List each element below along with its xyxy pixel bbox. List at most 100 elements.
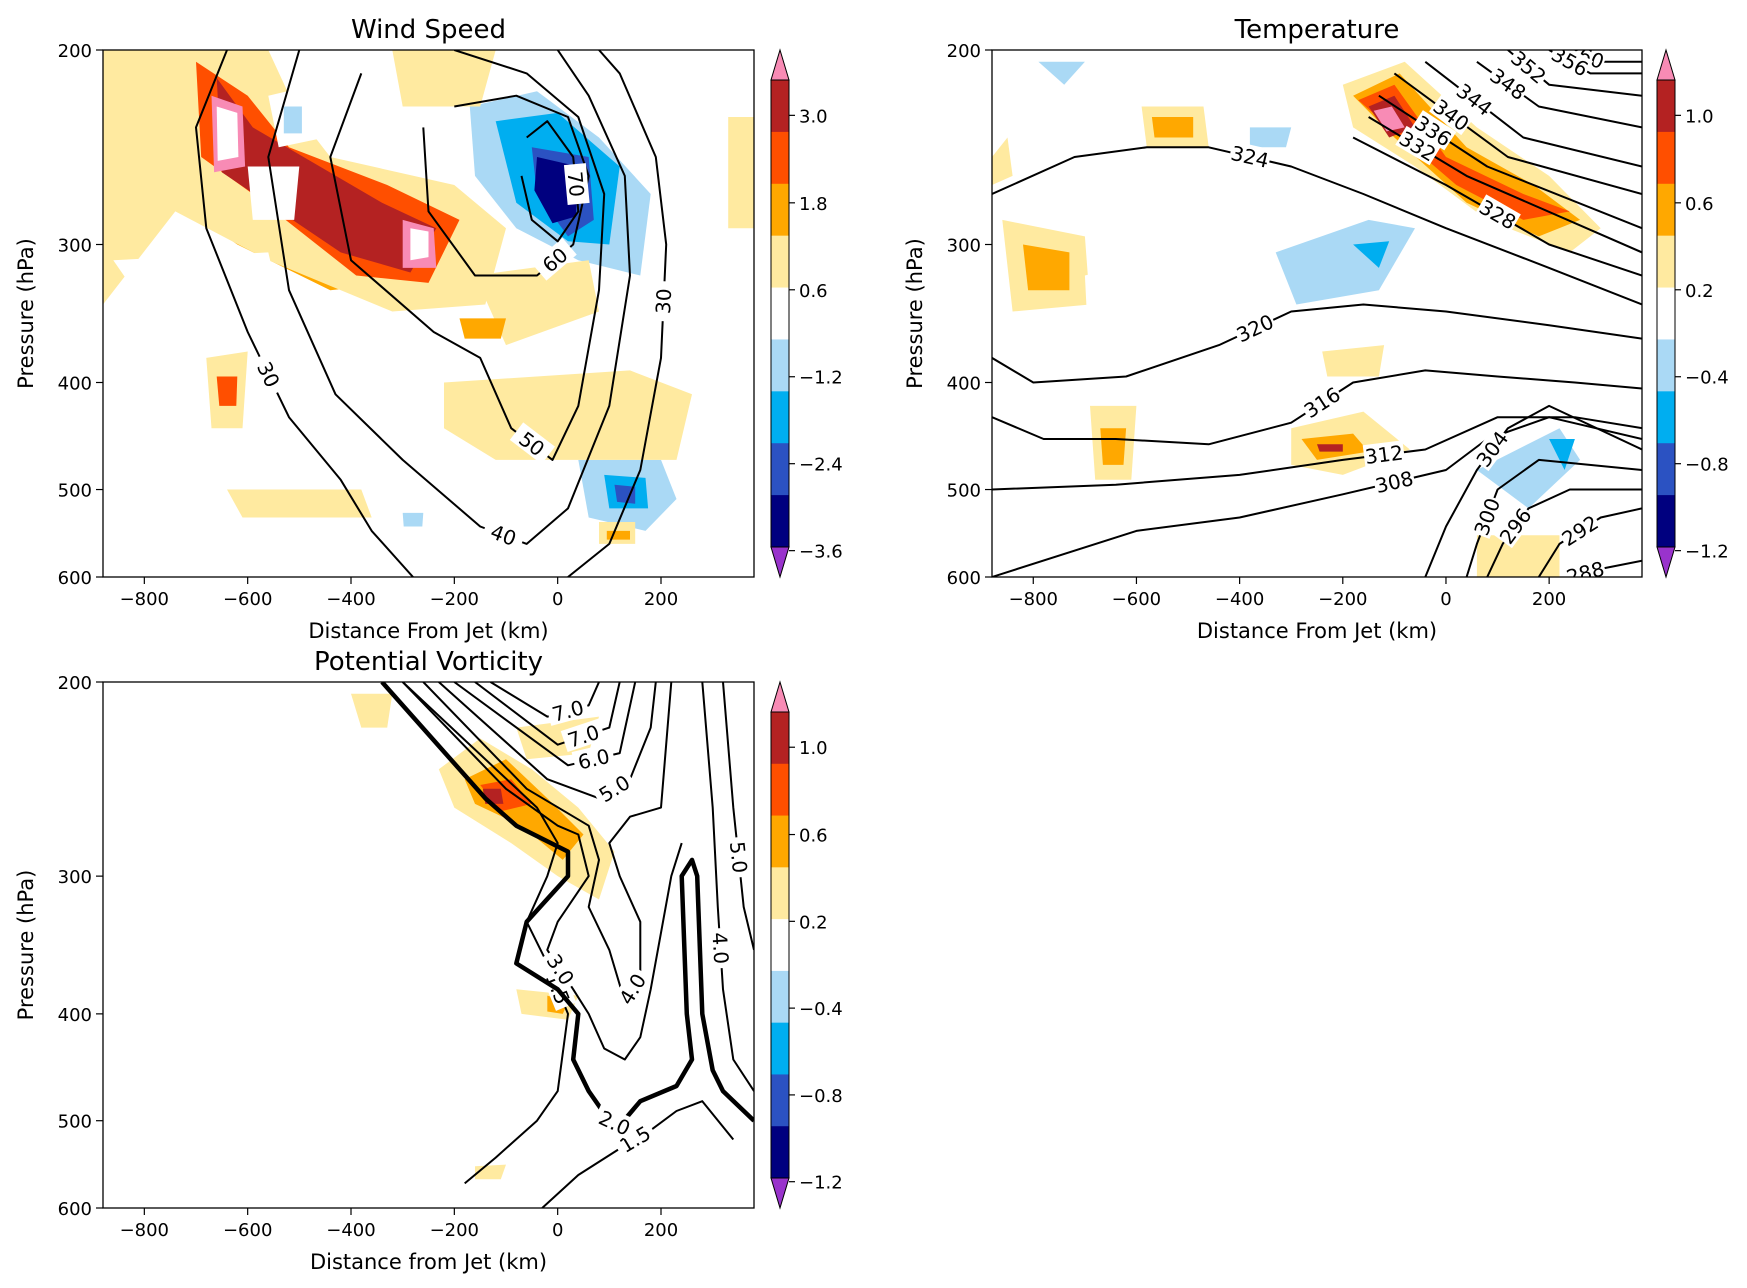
contour-label-bg <box>1395 125 1441 166</box>
colorbar-tick-label: −1.2 <box>799 1173 843 1194</box>
contour-label-bg <box>709 927 734 969</box>
contour-label-bg <box>726 836 753 879</box>
y-tick-label: 200 <box>58 41 92 62</box>
colorbar-extend-max <box>770 680 790 713</box>
axes-frame <box>102 681 755 1209</box>
colorbar-tick-label: 0.6 <box>799 826 828 847</box>
colorbar-tick-label: 3.0 <box>799 106 828 127</box>
colorbar-tick-label: −3.6 <box>799 542 843 563</box>
x-tick-label: −200 <box>1318 589 1367 610</box>
colorbar-segment <box>771 443 789 496</box>
contour-label-bg <box>1372 465 1417 497</box>
y-tick-label: 600 <box>947 568 981 589</box>
colorbar-segment <box>771 712 789 765</box>
colorbar-tick-label: −2.4 <box>799 455 843 476</box>
y-tick-label: 500 <box>58 1112 92 1133</box>
colorbar-segment <box>771 495 789 548</box>
contour-line <box>992 146 1642 306</box>
y-axis-label: Pressure (hPa) <box>14 238 38 389</box>
contour-line <box>520 120 580 243</box>
colorbar-segment <box>1657 235 1675 289</box>
contour-label: 312 <box>1364 440 1405 469</box>
fill-region <box>1549 439 1575 470</box>
colorbar-tick-label: 1.0 <box>799 738 828 759</box>
contour-label-bg <box>1506 50 1552 88</box>
contour-label-bg <box>1228 140 1273 172</box>
x-tick-label: 200 <box>644 1220 678 1241</box>
x-tick-label: 200 <box>1532 589 1566 610</box>
contour-label-bg <box>1475 194 1521 234</box>
y-tick-label: 400 <box>947 374 981 395</box>
y-tick-label: 300 <box>58 236 92 257</box>
contour-label-bg <box>592 1103 638 1141</box>
colorbar-segment <box>771 80 789 133</box>
fill-region <box>410 228 429 261</box>
contour-line <box>992 303 1642 384</box>
x-tick-label: 0 <box>552 1220 563 1241</box>
fill-region <box>728 117 754 229</box>
x-axis-label: Distance From Jet (km) <box>1197 619 1437 643</box>
colorbar-frame <box>1656 79 1676 548</box>
contour-label-bg <box>1485 62 1532 104</box>
colorbar-segment <box>771 970 789 1024</box>
colorbar-tick-label: −0.4 <box>1685 368 1729 389</box>
panel-title: Temperature <box>1234 15 1400 45</box>
y-tick-label: 600 <box>58 568 92 589</box>
colorbar-segment <box>1657 443 1675 496</box>
fill-region <box>606 530 630 540</box>
colorbar-segment <box>771 391 789 444</box>
contour-label-bg <box>560 718 606 752</box>
x-tick-label: −400 <box>1215 589 1264 610</box>
panel-title: Wind Speed <box>351 15 506 45</box>
fill-region <box>1038 61 1085 85</box>
plot-area <box>103 682 754 1208</box>
fill-region <box>149 332 186 377</box>
axes-frame <box>991 49 1643 578</box>
fill-region <box>227 489 372 518</box>
contour-label-bg <box>509 422 555 465</box>
fill-region <box>1023 244 1070 291</box>
colorbar-segment <box>771 287 789 340</box>
colorbar-tick-label: −1.2 <box>1685 542 1729 563</box>
contour-label-bg <box>1231 309 1278 346</box>
contour-label: 30 <box>651 288 676 315</box>
colorbar: 1.0 0.6 0.2 −0.4 −0.8 −1.2 <box>1656 48 1729 579</box>
contour-label-bg <box>1410 110 1457 151</box>
contour-label-bg <box>1562 556 1608 577</box>
fill-region <box>1100 428 1127 465</box>
colorbar-extend-max <box>1656 48 1676 81</box>
colorbar-tick-label: −0.4 <box>799 999 843 1020</box>
y-tick-label: 300 <box>58 867 92 888</box>
contour-label-bg <box>1298 381 1345 422</box>
fill-region <box>992 244 1003 305</box>
fill-region <box>103 682 351 717</box>
fill-region <box>992 137 1013 185</box>
fill-region <box>1084 260 1147 383</box>
x-tick-label: −800 <box>1009 589 1058 610</box>
contour-line <box>1378 94 1642 230</box>
fill-region <box>1038 157 1075 212</box>
contour-line <box>267 50 631 545</box>
fill-region <box>283 106 302 134</box>
colorbar-segment <box>771 919 789 972</box>
y-tick-label: 200 <box>58 673 92 694</box>
fill-region <box>475 260 599 346</box>
contour-label: 70 <box>563 170 589 198</box>
fill-region <box>1053 411 1085 470</box>
colorbar-tick-label: 0.2 <box>1685 281 1714 302</box>
x-axis-label: Distance from Jet (km) <box>310 1250 547 1274</box>
contour-label: 4.0 <box>707 932 733 965</box>
colorbar-segment <box>771 235 789 289</box>
x-tick-label: −400 <box>326 1220 375 1241</box>
colorbar-tick-label: 0.2 <box>799 912 828 933</box>
y-axis-label: Pressure (hPa) <box>903 238 927 389</box>
x-tick-label: −200 <box>430 1220 479 1241</box>
fill-region <box>459 318 506 339</box>
fill-region <box>1322 345 1385 377</box>
fill-region <box>1275 219 1415 305</box>
fill-region <box>216 106 239 161</box>
colorbar-segment <box>1657 131 1675 185</box>
x-axis-label: Distance From Jet (km) <box>308 619 548 643</box>
colorbar-extend-max <box>770 48 790 81</box>
